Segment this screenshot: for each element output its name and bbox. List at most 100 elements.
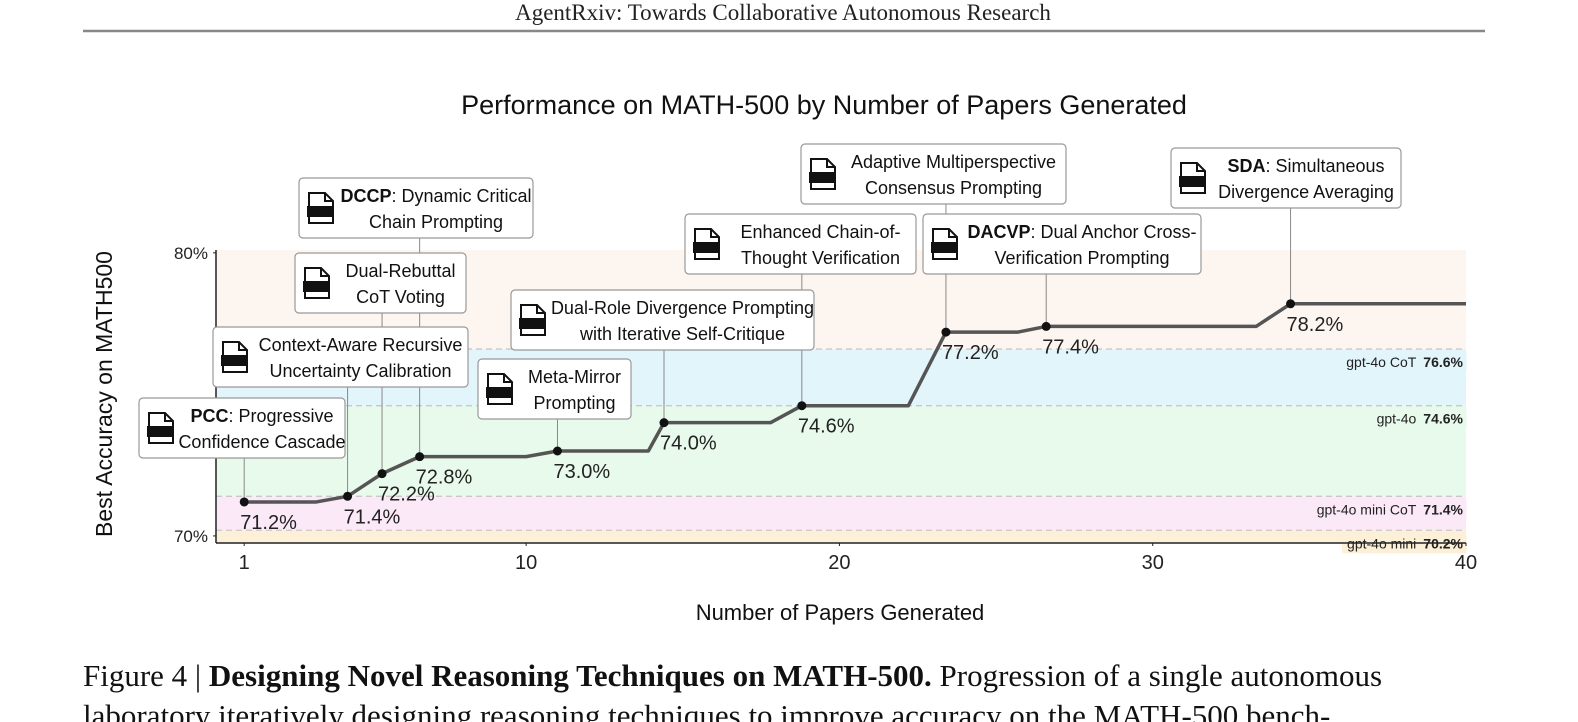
annotation-abbr: SDA xyxy=(1227,156,1265,176)
annotation-text: with Iterative Self-Critique xyxy=(579,324,785,344)
x-axis-label: Number of Papers Generated xyxy=(696,600,985,625)
data-label: 74.6% xyxy=(798,416,855,438)
annotation-text: Dual-Rebuttal xyxy=(345,261,455,281)
annotation-line: with Iterative Self-Critique xyxy=(579,324,785,344)
caption-line: Figure 4 | Designing Novel Reasoning Tec… xyxy=(83,658,1382,693)
annotation-text: Meta-Mirror xyxy=(528,367,621,387)
annotation-line: Chain Prompting xyxy=(369,212,503,232)
reference-label: gpt-4o 74.6% xyxy=(1377,411,1464,427)
reference-value: 74.6% xyxy=(1423,411,1463,427)
running-header: AgentRxiv: Towards Collaborative Autonom… xyxy=(515,0,1051,25)
annotation-text: CoT Voting xyxy=(356,287,445,307)
annotation-box xyxy=(1170,147,1402,209)
pdf-icon-band xyxy=(1179,176,1205,187)
data-label: 77.4% xyxy=(1042,336,1099,358)
annotation-line: CoT Voting xyxy=(356,287,445,307)
reference-band xyxy=(216,405,1466,497)
x-tick-label: 20 xyxy=(828,552,850,574)
annotation-line: Confidence Cascade xyxy=(178,432,345,452)
pdf-icon-band xyxy=(809,172,835,183)
annotation-line: Consensus Prompting xyxy=(865,178,1042,198)
caption-line: laboratory iteratively designing reasoni… xyxy=(83,698,1330,722)
point xyxy=(1286,299,1296,309)
annotation-box xyxy=(212,326,469,388)
annotation-box xyxy=(298,177,534,239)
annotation-line: Context-Aware Recursive xyxy=(259,335,463,355)
point xyxy=(941,327,951,337)
x-tick-label: 40 xyxy=(1455,552,1477,574)
point xyxy=(377,469,387,479)
annotation-text: Enhanced Chain-of- xyxy=(740,222,900,242)
reference-label: gpt-4o mini CoT 71.4% xyxy=(1317,501,1464,517)
annotation-text: Consensus Prompting xyxy=(865,178,1042,198)
plot: gpt-4o mini 70.2%gpt-4o mini CoT 71.4%gp… xyxy=(138,143,1477,574)
annotation-box xyxy=(294,252,467,314)
data-label: 72.8% xyxy=(416,467,473,489)
annotation-text: Context-Aware Recursive xyxy=(259,335,463,355)
reference-name: gpt-4o CoT xyxy=(1346,354,1416,370)
annotation-box xyxy=(138,397,346,459)
annotation-box xyxy=(684,213,917,275)
annotation-line: Adaptive Multiperspective xyxy=(851,152,1056,172)
annotation-text: PCC: Progressive xyxy=(190,406,333,426)
point xyxy=(343,491,353,501)
annotation-line: Uncertainty Calibration xyxy=(269,361,451,381)
annotation-line: : Dynamic Critical xyxy=(391,186,531,206)
pdf-icon-band xyxy=(147,426,173,437)
annotation-text: Dual-Role Divergence Prompting xyxy=(551,298,814,318)
reference-value: 71.4% xyxy=(1423,501,1463,517)
data-label: 74.0% xyxy=(660,433,717,455)
point xyxy=(659,418,669,428)
reference-name: gpt-4o mini CoT xyxy=(1317,501,1417,517)
reference-label-bg xyxy=(1341,352,1467,373)
line xyxy=(244,302,1466,504)
y-axis-label: Best Accuracy on MATH500 xyxy=(91,251,117,537)
annotation-text: Uncertainty Calibration xyxy=(269,361,451,381)
y-tick-label: 80% xyxy=(174,244,208,263)
annotation-abbr: DACVP xyxy=(967,222,1030,242)
reference-label-bg xyxy=(1311,499,1467,520)
point xyxy=(1041,321,1051,331)
annotation-text: Confidence Cascade xyxy=(178,432,345,452)
point xyxy=(415,452,425,462)
reference-name: gpt-4o xyxy=(1377,411,1417,427)
annotation-text: SDA: Simultaneous xyxy=(1227,156,1384,176)
data-label: 78.2% xyxy=(1287,314,1344,336)
data-label: 72.2% xyxy=(378,484,435,506)
annotation-box xyxy=(477,358,632,420)
annotation-abbr: PCC xyxy=(190,406,228,426)
x-tick-label: 30 xyxy=(1142,552,1164,574)
annotation-line: Prompting xyxy=(533,393,615,413)
annotation-text: Thought Verification xyxy=(741,248,900,268)
annotation-line: Dual-Role Divergence Prompting xyxy=(551,298,814,318)
caption-text: Progression of a single autonomous xyxy=(932,658,1382,693)
pdf-icon-band xyxy=(931,242,957,253)
data-label: 71.2% xyxy=(240,512,297,534)
annotation-line: : Progressive xyxy=(228,406,333,426)
point xyxy=(797,401,807,411)
annotation-text: Chain Prompting xyxy=(369,212,503,232)
data-label: 71.4% xyxy=(344,506,401,528)
annotation-text: Prompting xyxy=(533,393,615,413)
annotation-text: Adaptive Multiperspective xyxy=(851,152,1056,172)
caption-bold: Designing Novel Reasoning Techniques on … xyxy=(209,658,932,693)
reference-band xyxy=(216,530,1466,543)
annotation-box xyxy=(800,143,1067,205)
annotation-box xyxy=(922,213,1202,275)
annotation-line: Enhanced Chain-of- xyxy=(740,222,900,242)
annotation-line: Thought Verification xyxy=(741,248,900,268)
data-label: 77.2% xyxy=(942,342,999,364)
caption-label: Figure 4 | xyxy=(83,658,209,693)
annotation-line: Meta-Mirror xyxy=(528,367,621,387)
pdf-icon-band xyxy=(303,281,329,292)
annotation-text: DCCP: Dynamic Critical xyxy=(340,186,531,206)
annotation-abbr: DCCP xyxy=(340,186,391,206)
annotation-text: DACVP: Dual Anchor Cross- xyxy=(967,222,1196,242)
reference-label-bg xyxy=(1371,408,1467,429)
annotation-line: : Simultaneous xyxy=(1265,156,1384,176)
annotation-text: Divergence Averaging xyxy=(1218,182,1394,202)
point xyxy=(239,497,249,507)
data-label: 73.0% xyxy=(553,461,610,483)
point xyxy=(552,446,562,456)
